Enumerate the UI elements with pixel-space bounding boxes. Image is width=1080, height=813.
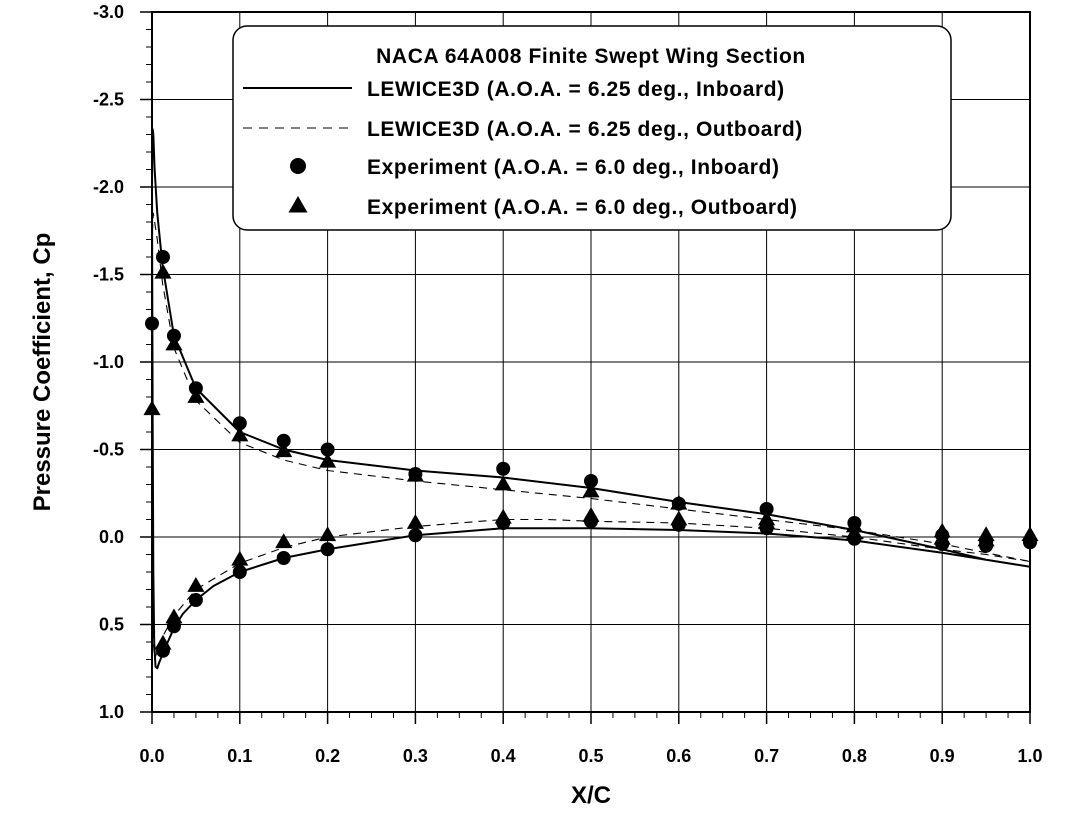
data-point-triangle [670, 494, 688, 510]
x-tick-label: 0.4 [491, 746, 516, 766]
y-tick-label: 1.0 [99, 702, 124, 722]
x-tick-label: 0.2 [315, 746, 340, 766]
x-tick-label: 0.0 [139, 746, 164, 766]
legend-label: LEWICE3D (A.O.A. = 6.25 deg., Outboard) [367, 118, 803, 141]
data-point-circle [584, 474, 598, 488]
data-point-triangle [275, 533, 293, 549]
legend-entry: Experiment (A.O.A. = 6.0 deg., Inboard) [290, 156, 780, 179]
data-point-triangle [165, 335, 183, 351]
data-point-triangle [165, 608, 183, 624]
x-axis-label: X/C [571, 782, 611, 809]
data-point-triangle [231, 550, 249, 566]
data-point-circle [155, 250, 170, 264]
data-point-triangle [758, 514, 776, 529]
x-tick-labels: 0.0 0.1 0.2 0.3 0.4 0.5 0.6 0.7 0.8 0.9 1.0 [139, 746, 1042, 766]
data-point-circle [320, 442, 335, 457]
legend-entries: LEWICE3D (A.O.A. = 6.25 deg., Inboard) LE… [243, 78, 803, 219]
legend-swatch-circle [290, 158, 306, 174]
data-point-triangle [187, 388, 205, 403]
y-tick-label: -2.0 [93, 177, 124, 197]
data-point-circle [276, 551, 291, 565]
data-point-triangle [582, 507, 600, 522]
data-point-triangle [319, 526, 337, 542]
data-point-triangle [406, 466, 424, 482]
y-tick-label: -2.5 [93, 90, 124, 110]
data-point-circle [232, 416, 247, 431]
data-point-triangle [494, 508, 512, 524]
legend-label: Experiment (A.O.A. = 6.0 deg., Outboard) [367, 196, 798, 219]
data-point-circle [276, 433, 291, 448]
y-tick-labels: -3.0 -2.5 -2.0 -1.5 -1.0 -0.5 0.0 0.5 1.0 [93, 2, 124, 722]
x-tick-label: 0.9 [930, 746, 955, 766]
legend-entry: Experiment (A.O.A. = 6.0 deg., Outboard) [288, 196, 798, 219]
x-tick-label: 0.1 [227, 746, 252, 766]
data-point-triangle [187, 577, 205, 592]
y-axis-label: Pressure Coefficient, Cp [29, 233, 56, 512]
legend-title: NACA 64A008 Finite Swept Wing Section [376, 45, 806, 68]
axis-ticks [140, 11, 1031, 724]
data-point-triangle [275, 442, 293, 458]
data-point-triangle [933, 529, 951, 545]
y-tick-label: -3.0 [93, 2, 124, 22]
legend-label: Experiment (A.O.A. = 6.0 deg., Inboard) [367, 156, 780, 179]
x-tick-label: 0.3 [403, 746, 428, 766]
data-point-circle [188, 593, 203, 607]
data-point-triangle [670, 510, 688, 526]
data-point-triangle [494, 475, 512, 491]
series-line-inboard [151, 128, 1031, 670]
legend-box [232, 25, 952, 231]
series-points-outboard [143, 263, 1039, 650]
data-point-triangle [154, 634, 172, 650]
data-point-circle [759, 502, 774, 516]
y-tick-label: -0.5 [93, 440, 124, 460]
legend-entry: LEWICE3D (A.O.A. = 6.25 deg., Outboard) [243, 118, 803, 141]
data-point-triangle [154, 263, 172, 279]
legend: NACA 64A008 Finite Swept Wing Section LE… [232, 25, 952, 231]
y-tick-label: 0.0 [99, 527, 124, 547]
data-point-triangle [977, 531, 995, 547]
x-tick-label: 1.0 [1017, 746, 1042, 766]
x-tick-label: 0.5 [578, 746, 603, 766]
data-point-circle [496, 461, 511, 476]
legend-label: LEWICE3D (A.O.A. = 6.25 deg., Inboard) [367, 78, 785, 101]
y-tick-label: -1.5 [93, 265, 124, 285]
data-point-triangle [319, 452, 337, 468]
data-point-circle [408, 528, 423, 543]
y-tick-label: -1.0 [93, 352, 124, 372]
data-point-triangle [406, 514, 424, 529]
legend-entry: LEWICE3D (A.O.A. = 6.25 deg., Inboard) [243, 78, 785, 101]
x-tick-label: 0.6 [666, 746, 691, 766]
x-tick-label: 0.7 [754, 746, 779, 766]
data-point-triangle [231, 426, 249, 442]
data-point-triangle [845, 524, 863, 540]
x-tick-label: 0.8 [842, 746, 867, 766]
data-point-circle [320, 542, 335, 557]
legend-swatch-triangle [288, 196, 308, 213]
data-point-circle [232, 565, 247, 579]
data-point-triangle [582, 482, 600, 498]
y-tick-label: 0.5 [99, 615, 124, 635]
